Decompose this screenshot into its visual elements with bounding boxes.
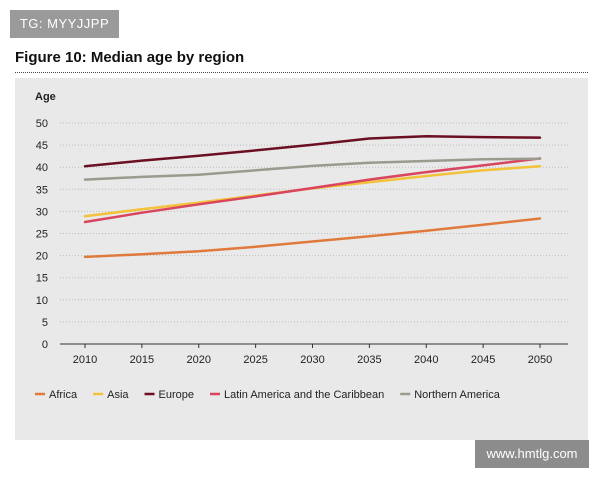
x-tick-label: 2025 — [243, 354, 267, 366]
x-tick-label: 2020 — [187, 354, 211, 366]
watermark-top-badge: TG: MYYJJPP — [10, 10, 119, 38]
y-tick-label: 20 — [36, 251, 48, 263]
x-tick-label: 2050 — [528, 354, 552, 366]
legend-label: Africa — [49, 389, 78, 401]
legend-item-africa: Africa — [35, 389, 78, 401]
x-tick-label: 2035 — [357, 354, 381, 366]
y-tick-label: 15 — [36, 273, 48, 285]
series-line-latin-america-and-the-caribbean — [83, 157, 542, 224]
y-tick-label: 10 — [36, 295, 48, 307]
y-tick-label: 30 — [36, 206, 48, 218]
x-axis: 2010 2015 2020 2025 2030 2035 2040 2045 2050 — [60, 343, 568, 366]
legend-item-northern-america: Northern America — [400, 389, 501, 401]
series-line-asia — [83, 165, 542, 218]
figure-title: Figure 10: Median age by region — [15, 49, 245, 66]
title-divider — [15, 72, 588, 73]
legend-label: Europe — [159, 389, 194, 401]
series-line-northern-america — [83, 157, 542, 181]
series-line-africa — [83, 217, 542, 259]
legend-label: Latin America and the Caribbean — [224, 389, 384, 401]
y-tick-label: 25 — [36, 229, 48, 241]
legend-label: Asia — [107, 389, 129, 401]
legend-item-europe: Europe — [144, 389, 194, 401]
series-lines — [83, 135, 542, 259]
gridlines — [60, 122, 568, 323]
y-tick-label: 50 — [36, 118, 48, 130]
legend: Africa Asia Europe Latin America and the Ca… — [35, 389, 501, 401]
y-tick-label: 40 — [36, 162, 48, 174]
y-tick-label: 45 — [36, 140, 48, 152]
legend-label: Northern America — [414, 389, 500, 401]
y-axis-label: Age — [35, 91, 56, 103]
x-tick-label: 2010 — [73, 354, 97, 366]
x-tick-label: 2040 — [414, 354, 438, 366]
y-tick-label: 5 — [42, 317, 48, 329]
y-axis: Age 0 5 10 15 20 25 30 35 40 45 50 — [35, 91, 56, 351]
y-tick-label: 0 — [42, 339, 48, 351]
series-line-europe — [83, 135, 542, 168]
x-tick-label: 2030 — [300, 354, 324, 366]
chart-panel: Age 0 5 10 15 20 25 30 35 40 45 50 2010 2015 2020 2025… — [15, 78, 588, 440]
legend-item-asia: Asia — [93, 389, 129, 401]
y-tick-label: 35 — [36, 184, 48, 196]
watermark-bottom-badge: www.hmtlg.com — [475, 440, 589, 468]
legend-item-latin-america-and-the-caribbean: Latin America and the Caribbean — [210, 389, 384, 401]
x-tick-label: 2045 — [471, 354, 495, 366]
x-tick-label: 2015 — [130, 354, 154, 366]
